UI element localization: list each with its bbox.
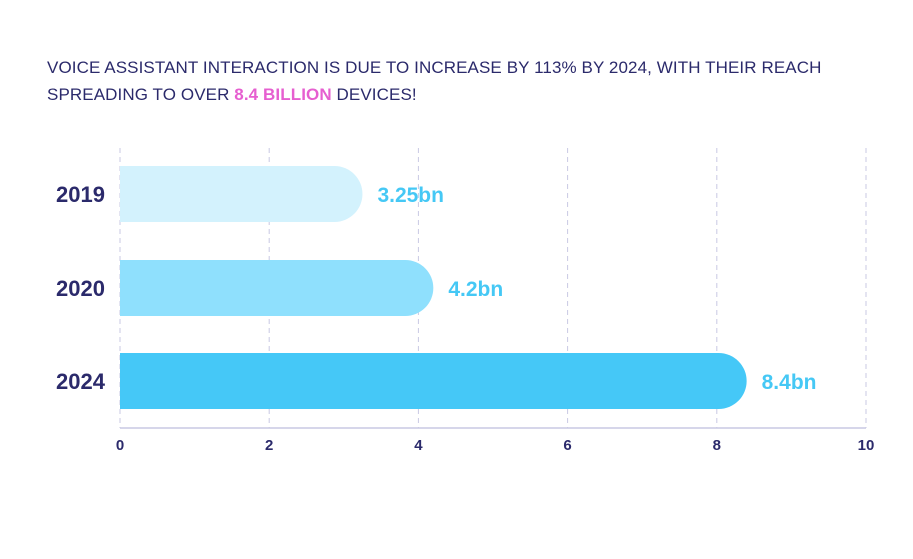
y-category-label: 2019 (56, 182, 105, 207)
y-category-label: 2024 (56, 369, 106, 394)
headline-line-2-suffix: DEVICES! (331, 85, 417, 104)
bar (120, 353, 747, 409)
headline-line-1: VOICE ASSISTANT INTERACTION IS DUE TO IN… (47, 58, 822, 77)
y-category-label: 2020 (56, 276, 105, 301)
bar (120, 166, 363, 222)
x-tick-label: 6 (563, 437, 571, 454)
x-tick-label: 10 (858, 437, 875, 454)
x-tick-label: 2 (265, 437, 273, 454)
chart-headline: VOICE ASSISTANT INTERACTION IS DUE TO IN… (47, 54, 867, 108)
bar (120, 260, 434, 317)
bar-data-label: 8.4bn (762, 371, 817, 394)
headline-highlight: 8.4 BILLION (234, 85, 332, 104)
bar-data-label: 3.25bn (377, 184, 444, 207)
x-tick-label: 8 (713, 437, 721, 454)
bar-data-label: 4.2bn (448, 278, 503, 301)
x-tick-label: 4 (414, 437, 423, 454)
x-tick-label: 0 (116, 437, 124, 454)
headline-line-2-prefix: SPREADING TO OVER (47, 85, 235, 104)
